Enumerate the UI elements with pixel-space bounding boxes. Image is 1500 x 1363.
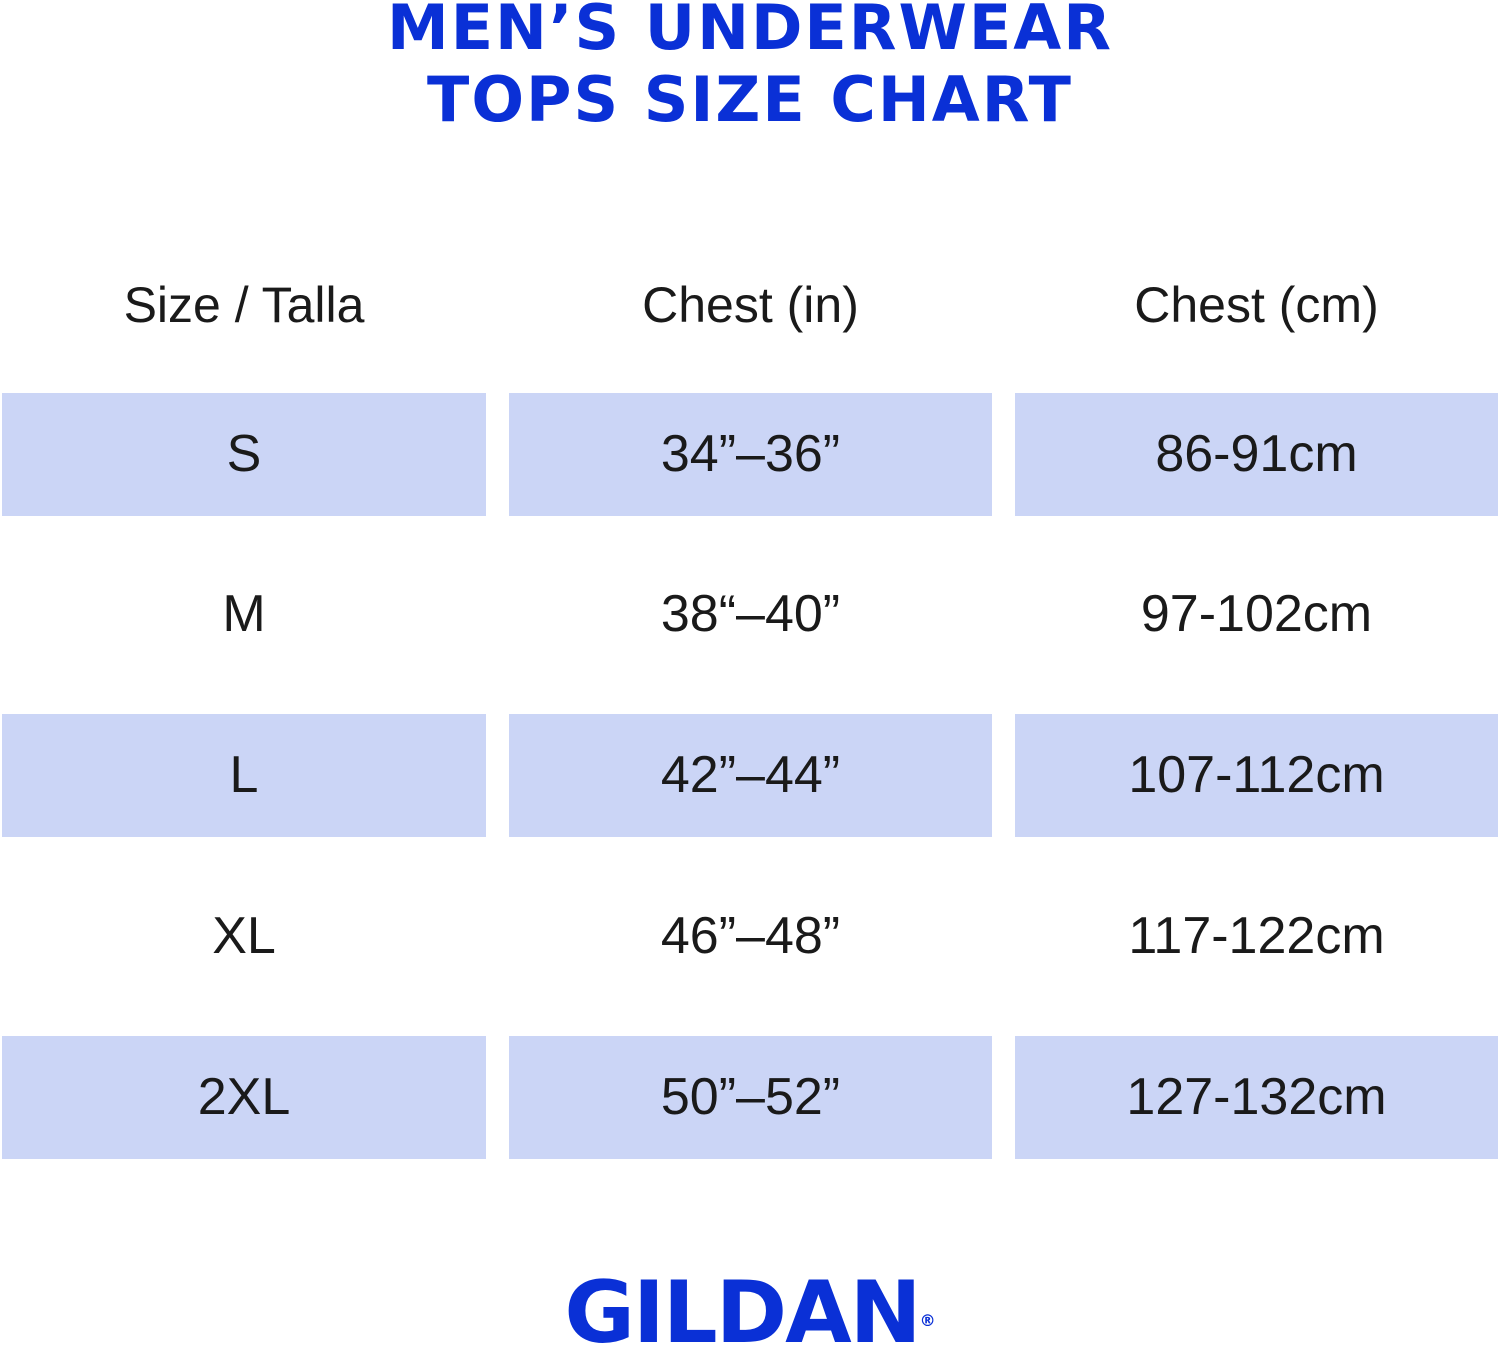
title-line-2: TOPS SIZE CHART [427, 63, 1073, 136]
table-cell-size: XL [212, 907, 276, 965]
table-cell-chest-cm: 86-91cm [1015, 393, 1498, 516]
table-cell-chest-in: 42”–44” [509, 714, 992, 837]
table-cell-chest-in: 34”–36” [509, 393, 992, 516]
table-cell-size: 2XL [2, 1036, 486, 1159]
gildan-logo: GILDAN® [0, 1268, 1500, 1358]
table-cell-size: S [2, 393, 486, 516]
table-cell-size: M [222, 585, 266, 643]
header-chest-in: Chest (in) [642, 277, 859, 333]
table-cell-chest-cm: 107-112cm [1015, 714, 1498, 837]
title-line-1: MEN’S UNDERWEAR [387, 0, 1113, 64]
table-cell-chest-in: 50”–52” [509, 1036, 992, 1159]
table-cell-chest-in: 46”–48” [660, 907, 841, 965]
registered-mark: ® [919, 1311, 936, 1330]
table-cell-chest-in: 38“–40” [660, 585, 841, 643]
table-cell-chest-cm: 127-132cm [1015, 1036, 1498, 1159]
table-cell-size: L [2, 714, 486, 837]
table-cell-chest-cm: 97-102cm [1140, 585, 1373, 643]
header-size: Size / Talla [123, 277, 365, 333]
logo-text: GILDAN [564, 1263, 921, 1363]
table-cell-chest-cm: 117-122cm [1128, 907, 1385, 965]
header-chest-cm: Chest (cm) [1134, 277, 1379, 333]
